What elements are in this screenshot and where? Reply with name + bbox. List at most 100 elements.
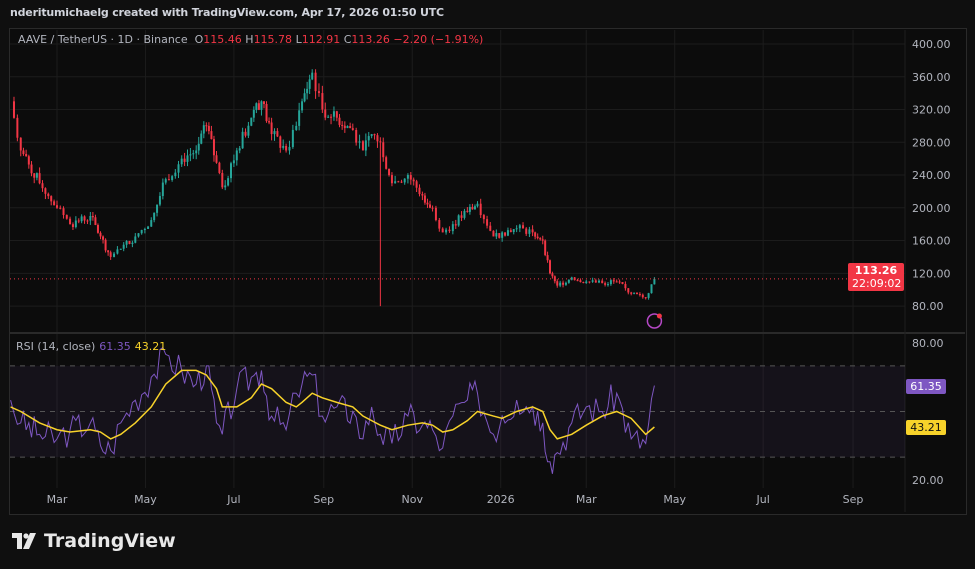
price-tick-label: 80.00	[912, 300, 944, 313]
candle-body	[522, 225, 525, 229]
candle-body	[330, 116, 333, 118]
candle-body	[119, 248, 122, 250]
candle-body	[463, 210, 466, 218]
candle-body	[324, 109, 327, 118]
candle-body	[180, 158, 183, 165]
candle-body	[247, 125, 250, 136]
candle-body	[186, 155, 189, 162]
price-tick-label: 240.00	[912, 169, 951, 182]
candle-body	[153, 212, 156, 221]
candle-body	[285, 146, 288, 151]
candle-body	[426, 202, 429, 205]
candle-body	[355, 129, 358, 143]
last-price: 113.26	[854, 264, 898, 277]
candle-body	[525, 228, 528, 234]
candle-body	[479, 203, 482, 216]
price-tick-label: 200.00	[912, 202, 951, 215]
candle-body	[415, 181, 418, 188]
rsi-tick-label: 20.00	[912, 474, 944, 487]
candle-body	[140, 230, 143, 234]
candle-body	[518, 225, 521, 229]
time-tick-label: Jul	[226, 493, 240, 506]
candle-body	[150, 220, 153, 227]
candle-body	[567, 279, 570, 283]
candle-body	[373, 134, 376, 136]
candle-body	[370, 134, 373, 137]
candle-body	[509, 230, 512, 233]
candle-body	[50, 196, 53, 202]
time-tick-label: 2026	[487, 493, 515, 506]
candle-body	[288, 146, 291, 151]
rsi-value-tag: 61.35	[906, 379, 946, 394]
candle-body	[431, 207, 434, 209]
candle-body	[534, 232, 537, 237]
candle-body	[207, 125, 210, 132]
last-price-tag: 113.26 22:09:02	[848, 263, 904, 291]
bar-countdown: 22:09:02	[852, 277, 902, 290]
high-value: 115.78	[253, 33, 293, 46]
candle-body	[298, 110, 301, 126]
candle-body	[434, 207, 437, 221]
candle-body	[343, 125, 346, 129]
candle-body	[205, 125, 208, 127]
candle-body	[59, 207, 62, 209]
candle-body	[27, 156, 30, 165]
tradingview-logo-icon	[12, 533, 36, 549]
candle-body	[22, 150, 25, 154]
time-tick-label: Sep	[313, 493, 334, 506]
candle-body	[33, 173, 36, 178]
candle-body	[224, 185, 227, 188]
candle-body	[559, 282, 562, 286]
candle-body	[83, 216, 86, 221]
candle-body	[504, 232, 507, 236]
candle-body	[489, 225, 492, 231]
candle-body	[210, 131, 213, 140]
price-tick-label: 280.00	[912, 136, 951, 149]
candle-body	[650, 284, 653, 294]
candle-body	[397, 181, 400, 183]
candle-body	[125, 241, 128, 245]
candle-body	[528, 229, 531, 234]
candle-body	[238, 148, 241, 151]
rsi-line	[10, 346, 655, 474]
symbol-title[interactable]: AAVE / TetherUS · 1D · Binance	[18, 33, 188, 46]
time-tick-label: Nov	[402, 493, 424, 506]
candle-body	[585, 281, 588, 284]
candle-body	[346, 126, 349, 129]
candle-body	[351, 128, 354, 130]
candle-body	[476, 203, 479, 207]
candle-body	[200, 133, 203, 144]
candle-body	[317, 91, 320, 94]
candle-body	[388, 168, 391, 176]
candle-body	[379, 141, 382, 143]
candle-body	[44, 188, 47, 194]
candle-body	[12, 101, 15, 118]
rsi-title[interactable]: RSI (14, close)	[16, 340, 96, 353]
rsi-legend: RSI (14, close) 61.35 43.21	[16, 340, 166, 353]
candle-body	[279, 136, 282, 148]
tradingview-logo[interactable]: TradingView	[12, 530, 176, 552]
candle-body	[232, 160, 235, 164]
candle-body	[361, 141, 364, 151]
candle-body	[579, 280, 582, 283]
rsi-band-background	[10, 365, 905, 458]
time-tick-label: Mar	[47, 493, 68, 506]
candle-body	[549, 260, 551, 274]
candle-body	[276, 131, 279, 137]
candle-body	[406, 175, 409, 179]
candle-body	[621, 281, 624, 284]
candle-body	[495, 233, 498, 237]
candle-body	[460, 215, 463, 218]
candle-body	[423, 195, 426, 203]
candle-body	[311, 72, 314, 80]
open-value: 115.46	[203, 33, 242, 46]
candle-body	[161, 182, 164, 197]
candle-body	[598, 280, 601, 283]
candle-body	[624, 283, 627, 289]
candle-body	[30, 164, 33, 174]
candle-body	[221, 172, 224, 188]
candle-body	[131, 242, 134, 244]
candle-body	[257, 103, 260, 110]
candle-body	[134, 236, 137, 243]
